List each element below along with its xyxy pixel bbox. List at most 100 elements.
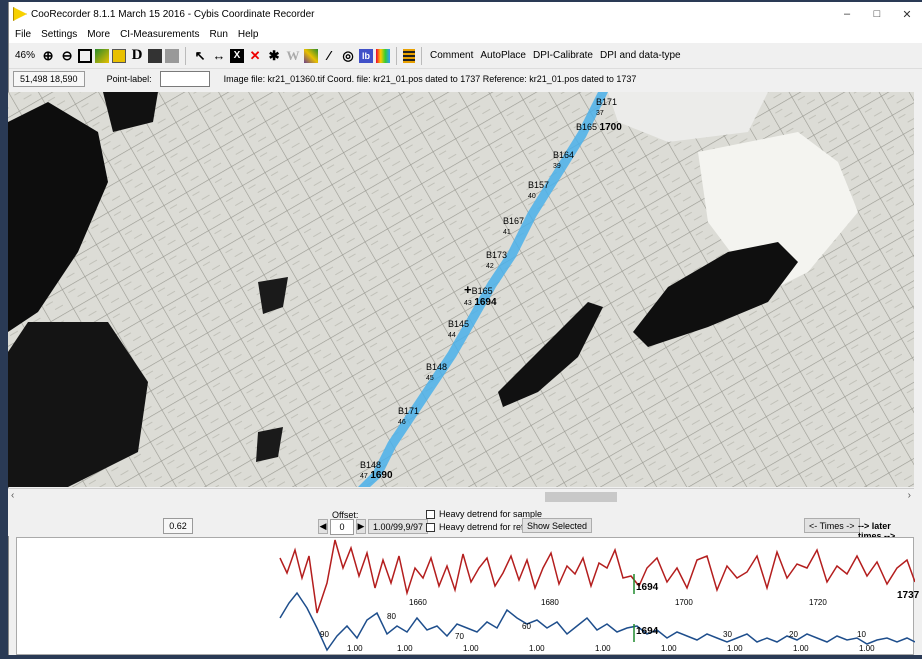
window-title: CooRecorder 8.1.1 March 15 2016 - Cybis … [31,8,315,20]
menu-file[interactable]: File [15,29,32,40]
checkbox[interactable] [426,523,435,533]
frame-icon[interactable] [78,48,93,63]
graph-labels: 1660 1680 1694 1700 1720 1737 90 80 70 6… [17,538,919,656]
color-image-icon[interactable] [95,48,110,63]
ring-label[interactable]: B148 45 [426,362,448,382]
scroll-left-icon[interactable]: ‹ [11,490,15,501]
ring-label[interactable]: B148 47 1690 [360,460,393,481]
minimize-icon[interactable]: – [843,7,851,20]
later-times-label[interactable]: --> later times --> [858,521,896,541]
offset-right-icon[interactable]: ▶ [356,519,366,534]
yellow-image-icon[interactable] [112,48,127,63]
measurement-path [358,92,608,487]
reference-series-line [279,591,916,652]
index-label: 1.00 [793,644,809,653]
graph-svg [279,539,916,652]
zoom-in-icon[interactable]: ⊕ [42,47,54,63]
offset-input[interactable]: 0 [330,519,354,535]
asterisk-icon[interactable]: ✱ [268,47,280,63]
checkbox[interactable] [426,510,435,520]
index-label: 1.00 [727,644,743,653]
show-selected-button[interactable]: Show Selected [522,518,593,533]
scroll-right-icon[interactable]: › [907,490,911,501]
sample-series-line [279,539,916,614]
info-bar: 51,498 18,590 Point-label: Image file: k… [9,69,922,89]
year-label: 1720 [809,598,827,607]
arrow-icon[interactable]: ↖ [194,47,206,63]
title-bar: CooRecorder 8.1.1 March 15 2016 - Cybis … [9,2,922,26]
gray-grid-icon[interactable] [165,48,180,63]
lower-label: 60 [522,622,531,631]
palette-icon[interactable] [376,48,391,63]
autoplace-button[interactable]: AutoPlace [480,50,526,61]
horizontal-scrollbar[interactable]: ‹ › [8,488,914,504]
lb-icon[interactable]: lb [359,48,374,63]
lower-label: 1694 [636,626,659,637]
d-letter-icon[interactable]: D [131,47,143,63]
menu-ci-measurements[interactable]: CI-Measurements [120,29,200,40]
toolbar: 46% ⊕ ⊖ D ↖ ↔ X ✕ ✱ W ∕ ◎ lb Comment Aut… [9,43,922,69]
scroll-thumb[interactable] [545,492,617,502]
crossdate-graph[interactable]: 1660 1680 1694 1700 1720 1737 90 80 70 6… [16,537,919,656]
year-label: 1660 [409,598,427,607]
menu-more[interactable]: More [87,29,111,40]
heavy-detrend-sample[interactable]: Heavy detrend for sample [426,509,542,520]
ratio-display: 1.00/99,9/97 [368,519,429,534]
maximize-icon[interactable]: □ [873,7,881,20]
zoom-level: 46% [15,50,36,61]
ring-label[interactable]: B171 37 [596,97,618,117]
menu-run[interactable]: Run [209,29,228,40]
menu-help[interactable]: Help [237,29,259,40]
ring-label[interactable]: B173 42 [486,250,508,270]
zoom-out-icon[interactable]: ⊖ [61,47,73,63]
notes-icon[interactable] [403,48,416,63]
dpi-calibrate-button[interactable]: DPI-Calibrate [532,50,593,61]
cursor-coords: 51,498 18,590 [13,71,85,87]
point-label-caption: Point-label: [106,74,152,84]
crossdating-controls: 0.62 Offset: ◀ 0 ▶ 1.00/99,9/97 Heavy de… [8,504,914,541]
index-label: 1.00 [661,644,677,653]
pattern-icon[interactable] [304,48,319,63]
ring-label[interactable]: B145 44 [448,319,470,339]
box-x-icon[interactable]: X [230,48,245,63]
line-icon[interactable]: ∕ [327,48,331,63]
w-icon[interactable]: W [286,47,300,63]
lower-label: 30 [723,630,732,639]
image-file-info: Image file: kr21_01360.tif Coord. file: … [223,74,637,84]
ring-label[interactable]: B157 40 [528,180,550,200]
ring-label[interactable]: B171 46 [398,406,420,426]
ring-label[interactable]: +B165 43 1694 [464,282,497,308]
point-label-input[interactable] [159,71,210,87]
ring-label[interactable]: B167 41 [503,216,525,236]
target-icon[interactable]: ◎ [342,47,354,63]
grid-icon[interactable] [148,48,163,63]
dpi-data-type-button[interactable]: DPI and data-type [600,50,681,61]
year-label: 1700 [675,598,693,607]
sample-image[interactable]: B171 37 B165 1700 B164 39 B157 40 B167 41 B1… [8,92,914,487]
ring-label[interactable]: B165 1700 [576,122,622,133]
menu-settings[interactable]: Settings [41,29,78,40]
heavy-detrend-reference[interactable]: Heavy detrend for reference [426,522,551,533]
comment-button[interactable]: Comment [430,50,474,61]
close-icon[interactable]: ✕ [902,8,912,21]
menu-bar: File Settings More CI-Measurements Run H… [9,26,922,43]
ring-label[interactable]: B164 39 [553,150,575,170]
year-label: 1737 [897,590,920,601]
correlation-value: 0.62 [163,518,193,534]
app-icon [13,7,27,21]
index-label: 1.00 [595,644,611,653]
index-label: 1.00 [529,644,545,653]
lower-label: 80 [387,612,396,621]
year-label: 1680 [541,598,559,607]
lower-label: 90 [320,630,329,639]
offset-label: Offset: [332,510,359,520]
lower-label: 10 [857,630,866,639]
move-horizontal-icon[interactable]: ↔ [212,48,226,63]
wood-section-svg [8,92,914,487]
lower-label: 70 [455,632,464,641]
year-label: 1694 [636,582,659,593]
index-label: 1.00 [347,644,363,653]
times-button[interactable]: <- Times -> [804,518,860,533]
red-x-icon[interactable]: ✕ [249,47,261,63]
offset-left-icon[interactable]: ◀ [318,519,328,534]
